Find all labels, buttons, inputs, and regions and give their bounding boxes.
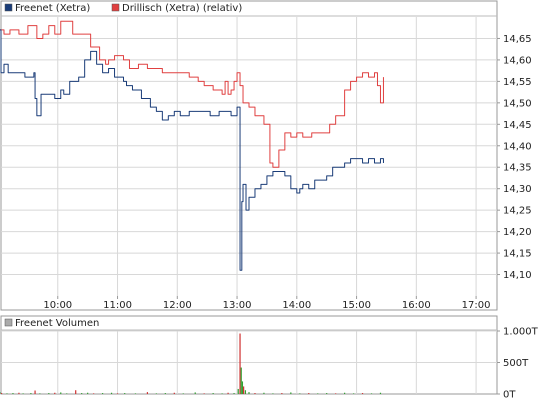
- volume-bar: [155, 393, 157, 394]
- price-y-tick-label: 14,50: [503, 98, 532, 109]
- volume-y-tick-label: 1.000T: [503, 327, 539, 338]
- volume-bar: [239, 333, 241, 394]
- volume-bar: [164, 393, 166, 394]
- volume-bar: [272, 393, 274, 394]
- price-grid: [1, 17, 497, 296]
- volume-bar: [281, 393, 283, 394]
- series-line-drillisch: [0, 20, 384, 168]
- volume-grid: [1, 330, 497, 394]
- volume-bar: [116, 393, 119, 394]
- time-x-axis: 10:00 11:00 12:00 13:00 14:00 15:00 16:00 17:00: [43, 296, 490, 311]
- time-x-tick-label: 13:00: [223, 300, 252, 311]
- volume-bar: [12, 393, 14, 394]
- time-x-tick-label: 11:00: [103, 300, 132, 311]
- volume-bar: [263, 392, 265, 394]
- volume-bar: [244, 390, 247, 394]
- volume-bar: [0, 393, 3, 394]
- time-x-tick-label: 10:00: [43, 300, 72, 311]
- volume-bar: [81, 393, 83, 394]
- volume-bar: [227, 392, 229, 394]
- volume-bar: [243, 386, 245, 394]
- volume-bar: [48, 393, 50, 394]
- price-y-tick-label: 14,10: [503, 270, 532, 281]
- price-y-tick-label: 14,20: [503, 227, 532, 238]
- series-line-freenet: [0, 29, 384, 271]
- volume-bar: [110, 392, 113, 394]
- volume-bar: [370, 393, 373, 394]
- volume-bars: [0, 333, 382, 394]
- volume-y-tick-label: 500T: [503, 358, 529, 369]
- price-y-tick-label: 14,30: [503, 184, 532, 195]
- volume-bar: [221, 393, 223, 394]
- price-y-tick-label: 14,25: [503, 206, 532, 217]
- volume-bar: [194, 392, 196, 394]
- price-panel-frame: [0, 0, 498, 311]
- legend-label-volume: Freenet Volumen: [15, 318, 99, 329]
- time-x-tick-label: 14:00: [282, 300, 311, 311]
- volume-bar: [317, 393, 319, 394]
- price-y-tick-label: 14,55: [503, 77, 532, 88]
- volume-bar: [75, 390, 77, 394]
- volume-bar: [54, 392, 56, 394]
- legend-swatch-drillisch: [111, 3, 120, 12]
- volume-bar: [146, 392, 149, 394]
- volume-bar: [308, 393, 310, 394]
- price-y-tick-label: 14,45: [503, 120, 532, 131]
- volume-bar: [87, 392, 89, 394]
- volume-bar: [248, 392, 250, 394]
- price-panel: 14,10 14,15 14,20 14,25 14,30 14,35 14,40 14,45…: [0, 0, 532, 311]
- price-y-tick-label: 14,15: [503, 249, 532, 260]
- price-legend: Freenet (Xetra) Drillisch (Xetra) (relat…: [4, 3, 242, 14]
- legend-label-freenet: Freenet (Xetra): [15, 3, 90, 14]
- price-y-tick-label: 14,40: [503, 141, 532, 152]
- legend-swatch-freenet: [4, 3, 13, 12]
- legend-label-drillisch: Drillisch (Xetra) (relativ): [122, 3, 242, 14]
- volume-bar: [101, 393, 104, 394]
- time-x-tick-label: 16:00: [402, 300, 431, 311]
- price-y-tick-label: 14,65: [503, 34, 532, 45]
- legend-swatch-volume: [4, 318, 13, 327]
- volume-bar: [22, 393, 24, 394]
- volume-bar: [34, 390, 36, 394]
- volume-bar: [39, 393, 41, 394]
- price-series: [0, 20, 384, 271]
- volume-bar: [361, 393, 364, 394]
- volume-bar: [30, 393, 32, 394]
- time-x-tick-label: 15:00: [342, 300, 371, 311]
- price-y-tick-label: 14,35: [503, 163, 532, 174]
- volume-bar: [254, 393, 256, 394]
- volume-bar: [299, 393, 301, 394]
- volume-bar: [18, 392, 20, 394]
- volume-bar: [182, 393, 184, 394]
- volume-bar: [124, 393, 126, 394]
- volume-bar: [60, 392, 62, 394]
- volume-bar: [233, 393, 235, 394]
- price-y-axis: 14,10 14,15 14,20 14,25 14,30 14,35 14,40 14,45…: [497, 34, 532, 281]
- volume-bar: [93, 393, 95, 394]
- volume-legend: Freenet Volumen: [4, 318, 99, 329]
- volume-bar: [290, 392, 292, 394]
- volume-bar: [173, 392, 175, 394]
- volume-y-axis: 1.000T 500T 0T: [497, 327, 539, 401]
- volume-panel: 1.000T 500T 0T Freenet Volumen: [0, 315, 539, 401]
- volume-bar: [240, 367, 242, 394]
- volume-bar: [6, 393, 8, 394]
- volume-bar: [335, 393, 337, 394]
- volume-bar: [237, 388, 239, 394]
- volume-bar: [134, 393, 137, 394]
- volume-y-tick-label: 0T: [503, 390, 516, 401]
- volume-bar: [241, 381, 244, 394]
- time-x-tick-label: 12:00: [163, 300, 192, 311]
- time-x-tick-label: 17:00: [462, 300, 491, 311]
- volume-bar: [212, 393, 214, 394]
- volume-bar: [352, 393, 355, 394]
- volume-bar: [66, 393, 68, 394]
- volume-bar: [379, 392, 382, 394]
- volume-bar: [326, 393, 328, 394]
- volume-bar: [344, 392, 346, 394]
- volume-bar: [203, 393, 205, 394]
- volume-panel-frame: [0, 315, 498, 395]
- price-y-tick-label: 14,60: [503, 55, 532, 66]
